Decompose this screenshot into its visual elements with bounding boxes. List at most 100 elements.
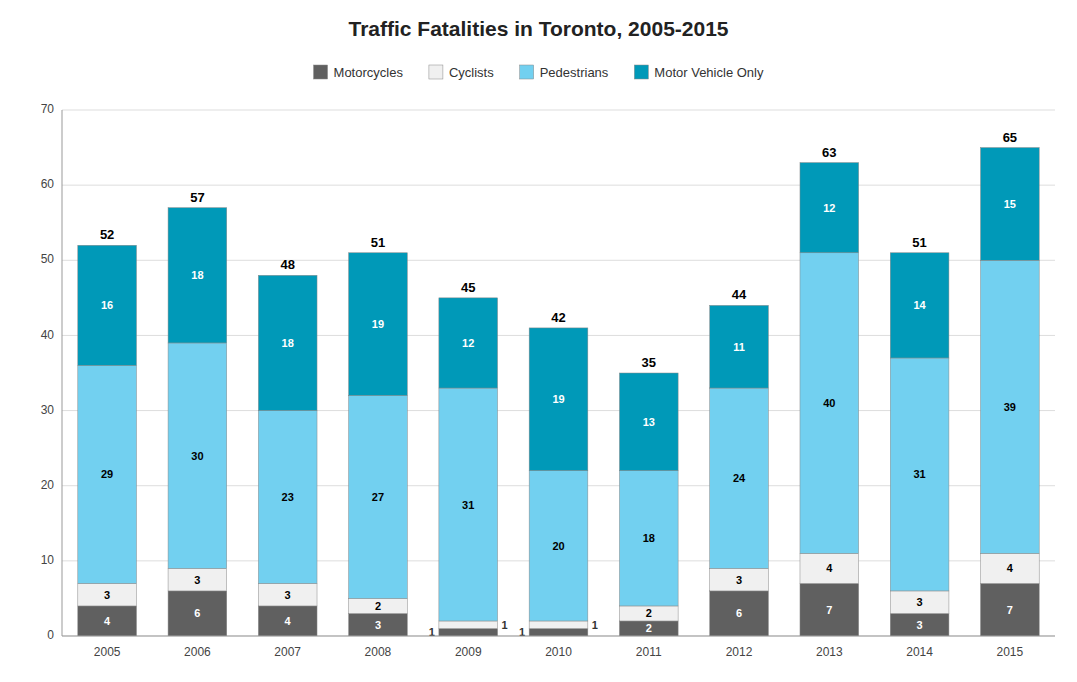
data-label: 2 (646, 622, 652, 634)
data-label: 2 (646, 607, 652, 619)
data-label: 3 (917, 596, 923, 608)
bar-segment (168, 568, 227, 591)
data-label: 7 (826, 604, 832, 616)
bar-segment (890, 591, 949, 614)
data-label: 14 (913, 299, 926, 311)
x-tick-label: 2006 (184, 645, 211, 659)
bar-segment (619, 373, 678, 471)
x-tick-label: 2008 (365, 645, 392, 659)
data-label: 4 (104, 615, 111, 627)
bar-segment (981, 583, 1040, 636)
data-label: 20 (552, 540, 564, 552)
data-label: 3 (917, 619, 923, 631)
total-label: 51 (371, 235, 385, 250)
bar-segment (619, 606, 678, 621)
x-tick-label: 2010 (545, 645, 572, 659)
total-label: 57 (190, 190, 204, 205)
total-label: 45 (461, 280, 475, 295)
y-tick-label: 10 (41, 553, 55, 567)
y-axis: 010203040506070 (41, 102, 62, 642)
bar-segment (800, 583, 859, 636)
bar-segment (439, 298, 498, 388)
legend-label: Motor Vehicle Only (654, 65, 764, 80)
data-label: 40 (823, 397, 835, 409)
bar-segment (439, 621, 498, 629)
x-tick-label: 2011 (636, 645, 662, 659)
y-axis-line (62, 110, 63, 636)
y-tick-label: 30 (41, 403, 55, 417)
bar-segment (710, 305, 769, 388)
bar-segment (800, 253, 859, 554)
y-tick-label: 0 (47, 628, 54, 642)
bar-segment (619, 621, 678, 636)
data-label: 2 (375, 600, 381, 612)
bar-segment (258, 275, 317, 410)
x-axis: 2005200620072008200920102011201220132014… (62, 636, 1055, 659)
bar-segment (78, 245, 137, 365)
grid (62, 110, 1055, 636)
bar-segment (710, 388, 769, 568)
bar-segment (619, 471, 678, 606)
data-label: 3 (104, 589, 110, 601)
bar-segment (258, 411, 317, 584)
chart: Traffic Fatalities in Toronto, 2005-2015… (0, 0, 1077, 682)
bar-segment (981, 260, 1040, 553)
grid-line (62, 110, 1055, 111)
total-label: 35 (642, 355, 656, 370)
bar-segment (349, 613, 408, 636)
bar-segment (168, 591, 227, 636)
y-tick-label: 60 (41, 177, 55, 191)
legend-swatch (429, 65, 443, 79)
data-label: 12 (462, 337, 474, 349)
data-label: 7 (1007, 604, 1013, 616)
data-label: 3 (736, 574, 742, 586)
data-label: 3 (375, 619, 381, 631)
bar-segment (890, 253, 949, 358)
data-label: 31 (913, 468, 925, 480)
bar-segment (800, 163, 859, 253)
total-label: 51 (912, 235, 926, 250)
data-label: 16 (101, 299, 113, 311)
data-label: 18 (191, 269, 203, 281)
x-tick-label: 2005 (94, 645, 121, 659)
data-label: 39 (1004, 401, 1016, 413)
total-label: 65 (1003, 130, 1017, 145)
data-label: 23 (282, 491, 294, 503)
total-label: 44 (732, 287, 747, 302)
total-label: 48 (280, 257, 294, 272)
data-label: 18 (643, 532, 655, 544)
data-label: 4 (285, 615, 292, 627)
legend-item: Pedestrians (520, 65, 609, 80)
bar-segment (349, 598, 408, 613)
total-label: 63 (822, 145, 836, 160)
data-label: 1 (592, 619, 598, 631)
y-tick-label: 40 (41, 328, 55, 342)
data-label: 6 (736, 607, 742, 619)
y-tick-label: 20 (41, 478, 55, 492)
bar-segment (710, 568, 769, 591)
bar-segment (349, 253, 408, 396)
bar-segment (78, 583, 137, 606)
legend-item: Motor Vehicle Only (634, 65, 764, 80)
bar-segment (258, 583, 317, 606)
x-axis-line (62, 636, 1055, 637)
data-label: 1 (502, 619, 508, 631)
bar-segment (78, 365, 137, 583)
bar-segment (981, 148, 1040, 261)
data-label: 18 (282, 337, 294, 349)
data-label: 4 (1007, 562, 1014, 574)
data-label: 3 (194, 574, 200, 586)
data-label: 24 (733, 472, 746, 484)
bar-segment (168, 343, 227, 568)
data-label: 30 (191, 450, 203, 462)
bar-segment (890, 613, 949, 636)
bar-segment (529, 628, 588, 636)
legend-label: Cyclists (449, 65, 494, 80)
total-label: 52 (100, 227, 114, 242)
data-label: 13 (643, 416, 655, 428)
x-tick-label: 2014 (906, 645, 933, 659)
total-label: 42 (551, 310, 565, 325)
bar-segment (800, 553, 859, 583)
bar-segment (890, 358, 949, 591)
bar-segment (529, 471, 588, 621)
